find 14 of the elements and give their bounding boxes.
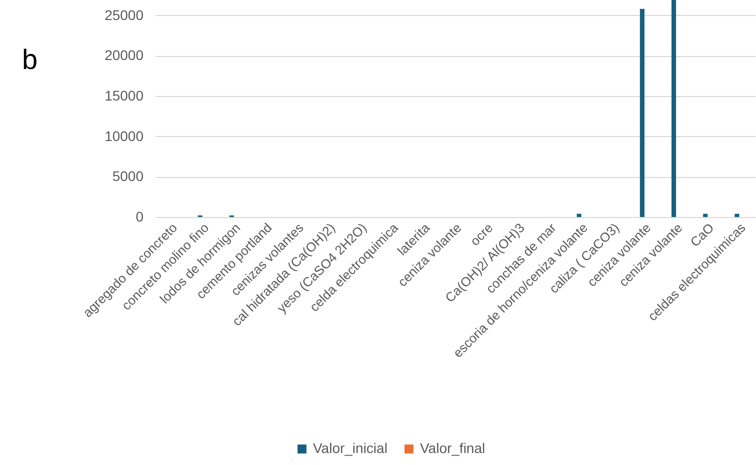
bar bbox=[734, 214, 740, 217]
y-tick-label: 25000 bbox=[104, 6, 144, 23]
y-tick-label: 0 bbox=[136, 208, 144, 224]
y-tick-label: 20000 bbox=[104, 47, 144, 64]
y-tick-label: 5000 bbox=[112, 168, 144, 184]
bar bbox=[640, 8, 644, 217]
y-tick-label: 10000 bbox=[104, 128, 144, 144]
bar bbox=[576, 214, 582, 217]
bar bbox=[703, 214, 708, 217]
bar bbox=[672, 0, 676, 217]
legend-label: Valor_final bbox=[420, 440, 486, 456]
y-tick-label: 15000 bbox=[104, 87, 144, 104]
legend-label: Valor_inicial bbox=[313, 440, 388, 456]
text: b bbox=[22, 44, 38, 76]
